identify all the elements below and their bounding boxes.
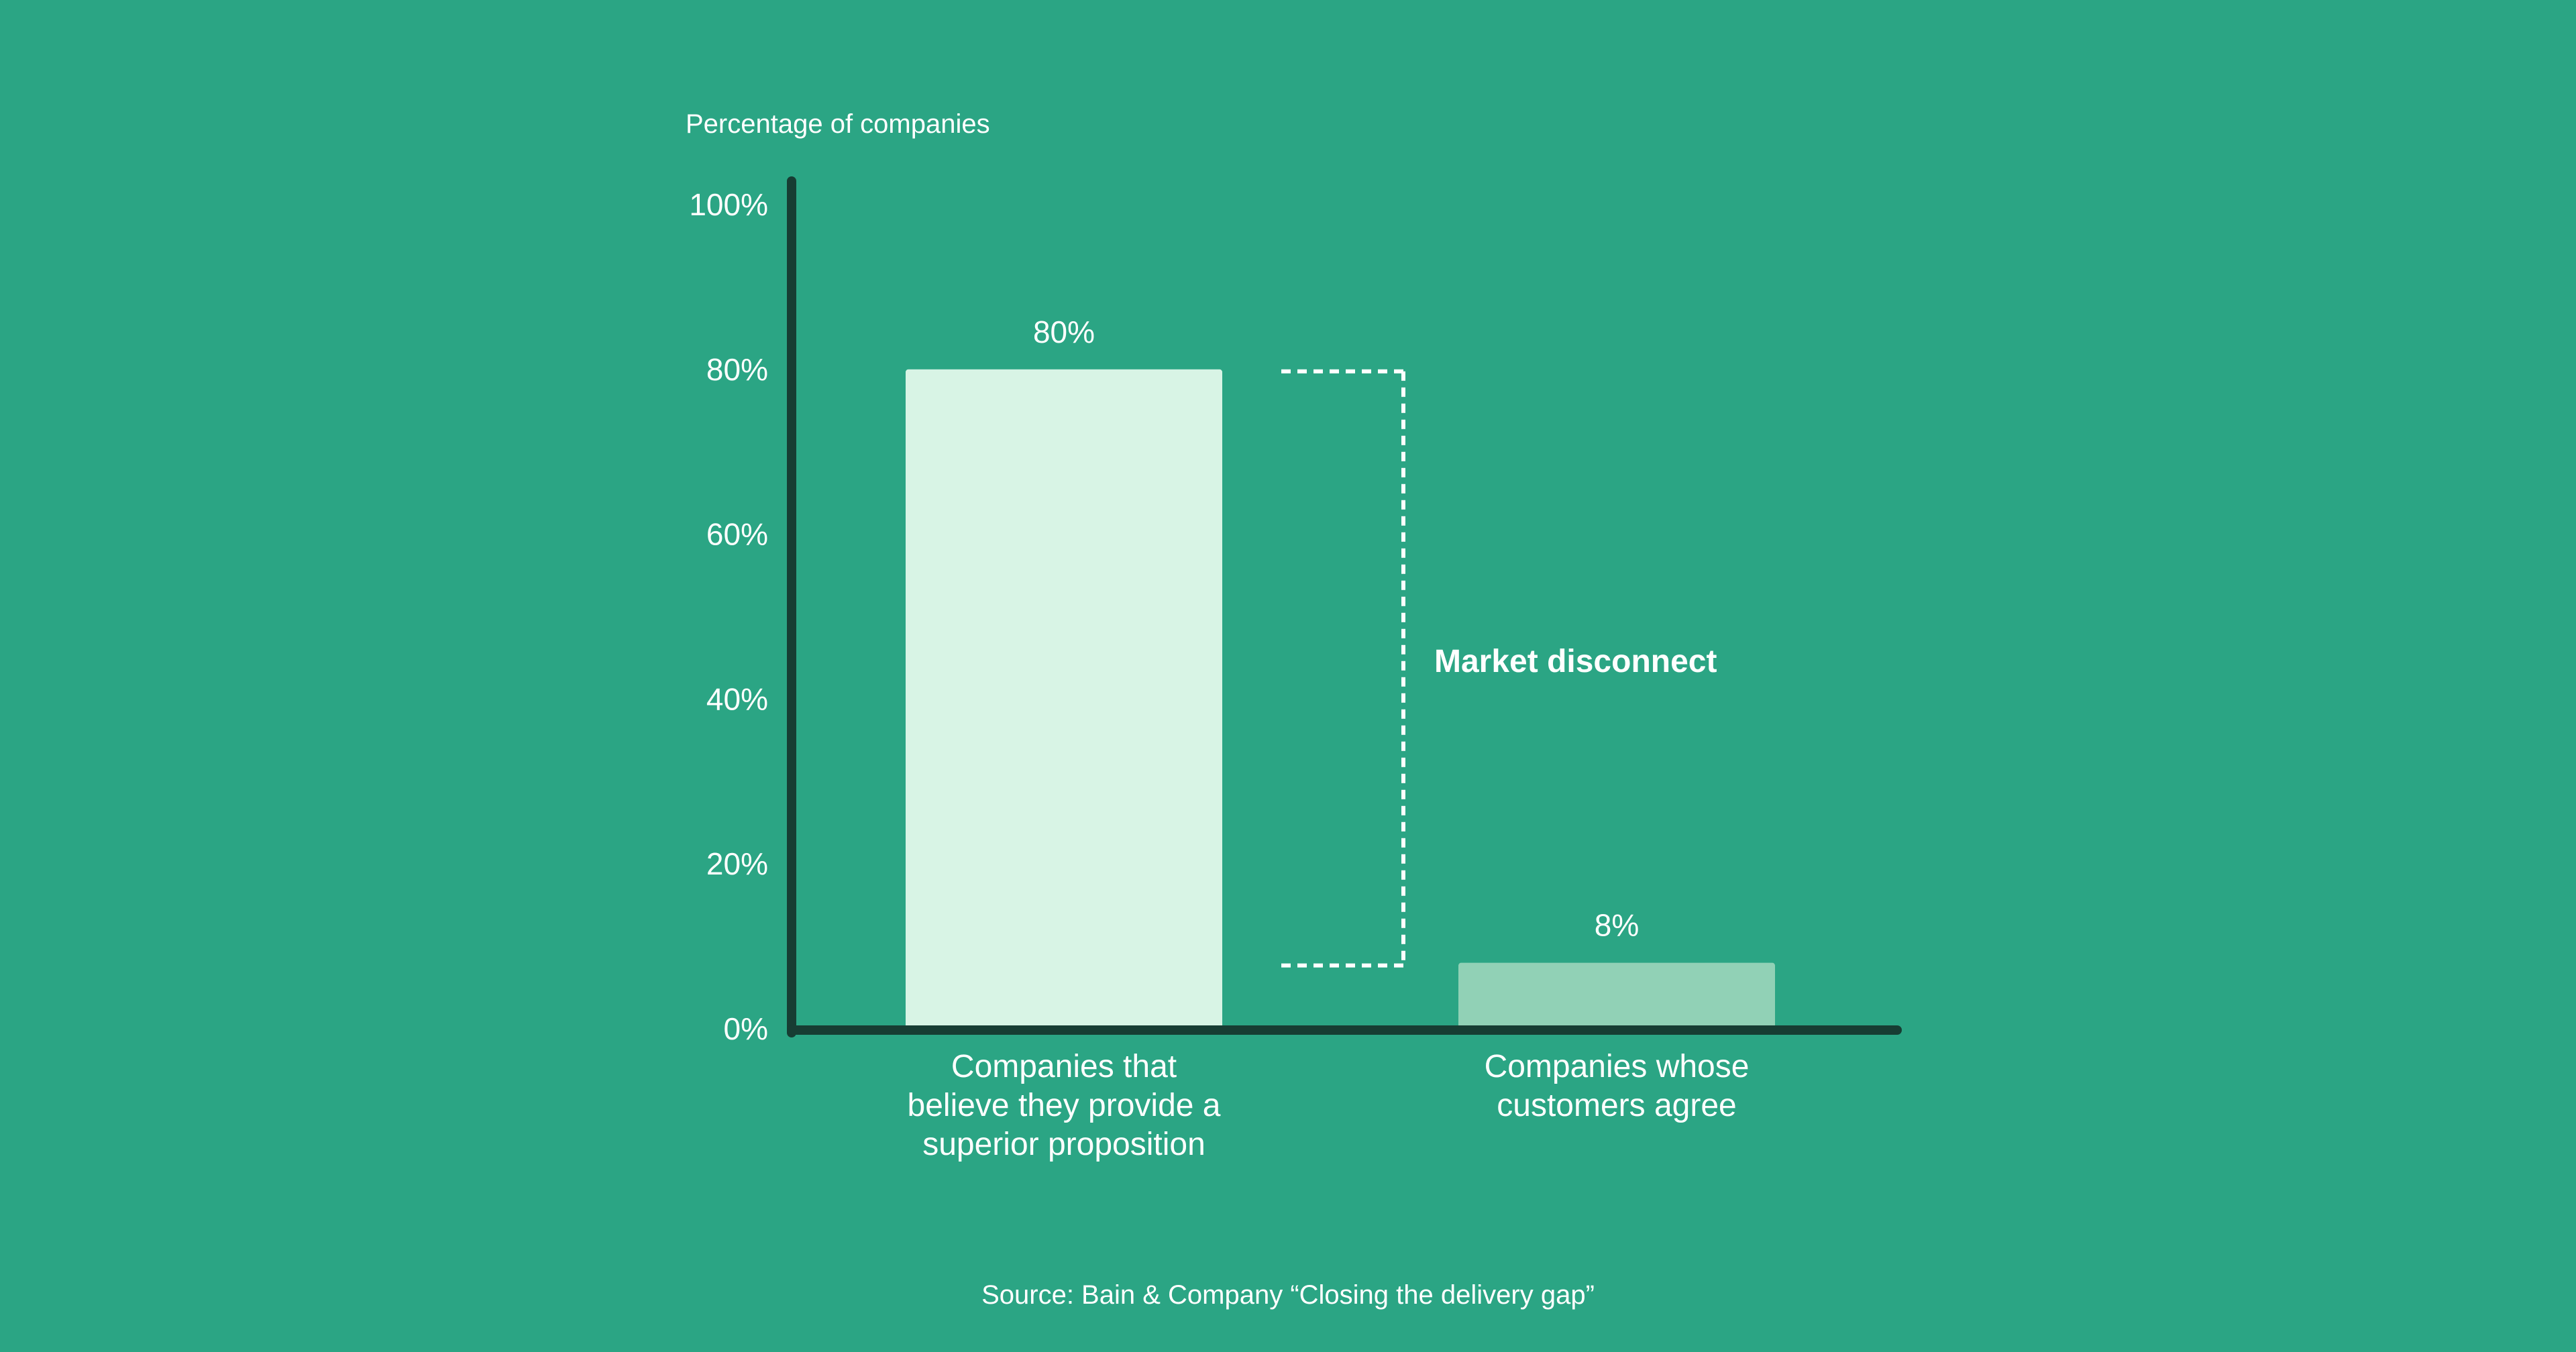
y-tick-label-80: 80% (706, 352, 768, 387)
category-label-1-line-2: believe they provide a (908, 1088, 1221, 1123)
y-tick-label-100: 100% (689, 187, 768, 222)
y-axis-title: Percentage of companies (686, 109, 990, 139)
category-label-2-line-2: customers agree (1497, 1088, 1737, 1123)
y-tick-label-40: 40% (706, 681, 768, 716)
source-note: Source: Bain & Company “Closing the deli… (981, 1280, 1595, 1310)
category-label-2-line-1: Companies whose (1485, 1049, 1750, 1084)
y-tick-label-0: 0% (724, 1011, 768, 1046)
bar-2 (1458, 962, 1775, 1029)
y-tick-label-20: 20% (706, 846, 768, 881)
bar-value-label-2: 8% (1595, 908, 1639, 943)
y-tick-label-60: 60% (706, 517, 768, 552)
bar-1 (906, 369, 1222, 1029)
category-label-1-line-3: superior proposition (922, 1127, 1205, 1162)
category-label-1-line-1: Companies that (951, 1049, 1177, 1084)
bar-value-label-1: 80% (1033, 315, 1095, 349)
annotation-label: Market disconnect (1434, 644, 1717, 679)
